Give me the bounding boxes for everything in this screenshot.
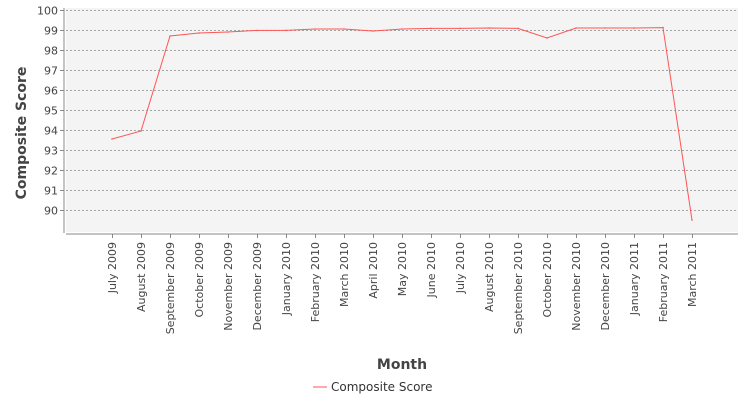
gridlines <box>66 10 738 211</box>
data-point <box>401 28 403 30</box>
x-axis-title: Month <box>377 357 427 373</box>
x-tick-label: July 2009 <box>106 242 119 294</box>
x-tick-label: October 2009 <box>193 242 206 318</box>
data-point <box>575 27 577 29</box>
x-tick-label: November 2009 <box>222 242 235 331</box>
data-point <box>285 29 287 32</box>
x-tick-label: September 2010 <box>512 242 525 334</box>
legend-label: Composite Score <box>331 380 432 394</box>
data-point <box>691 219 693 221</box>
data-point <box>662 26 664 29</box>
x-tick-label: May 2010 <box>396 242 409 296</box>
series-lines <box>111 26 693 221</box>
y-tick-label: 95 <box>44 105 58 118</box>
y-tick-label: 97 <box>44 65 58 78</box>
data-point <box>169 35 171 37</box>
data-point <box>546 37 548 39</box>
x-tick-label: August 2009 <box>135 242 148 312</box>
x-tick-label: July 2010 <box>454 242 467 294</box>
data-point <box>633 27 635 29</box>
data-point <box>517 27 519 30</box>
y-tick-label: 90 <box>44 205 58 218</box>
data-point <box>372 30 374 32</box>
data-point <box>256 29 258 32</box>
legend: Composite Score <box>313 380 432 394</box>
x-tick-label: January 2011 <box>628 242 641 316</box>
y-tick-label: 100 <box>37 5 58 18</box>
data-point <box>343 28 345 30</box>
y-axis-ticks: 90 91 92 93 94 95 96 97 98 99 100 <box>37 5 64 218</box>
data-point <box>430 27 432 30</box>
y-tick-label: 92 <box>44 165 58 178</box>
x-tick-label: November 2010 <box>570 242 583 331</box>
x-tick-label: March 2011 <box>686 242 699 307</box>
plot-background <box>66 8 738 232</box>
x-tick-label: February 2010 <box>309 242 322 322</box>
data-point <box>198 32 200 34</box>
x-tick-label: February 2011 <box>657 242 670 322</box>
y-tick-label: 91 <box>44 185 58 198</box>
data-point <box>459 27 461 30</box>
data-point <box>488 27 490 29</box>
data-point <box>314 28 316 30</box>
x-tick-label: August 2010 <box>483 242 496 312</box>
x-tick-label: October 2010 <box>541 242 554 318</box>
data-point <box>604 27 606 29</box>
data-point <box>227 31 229 33</box>
x-tick-label: March 2010 <box>338 242 351 307</box>
x-tick-label: September 2009 <box>164 242 177 334</box>
y-axis-title: Composite Score <box>14 67 30 200</box>
x-tick-label: January 2010 <box>280 242 293 316</box>
data-point <box>140 130 142 132</box>
x-tick-label: June 2010 <box>425 242 438 298</box>
x-tick-label: December 2010 <box>599 242 612 331</box>
y-tick-label: 94 <box>44 125 58 138</box>
y-tick-label: 98 <box>44 45 58 58</box>
y-tick-label: 99 <box>44 25 58 38</box>
y-tick-label: 96 <box>44 85 58 98</box>
y-tick-label: 93 <box>44 145 58 158</box>
x-axis-ticks: July 2009 August 2009 September 2009 Octobe… <box>106 234 699 334</box>
data-point <box>111 138 113 140</box>
x-tick-label: April 2010 <box>367 242 380 299</box>
x-tick-label: December 2009 <box>251 242 264 331</box>
